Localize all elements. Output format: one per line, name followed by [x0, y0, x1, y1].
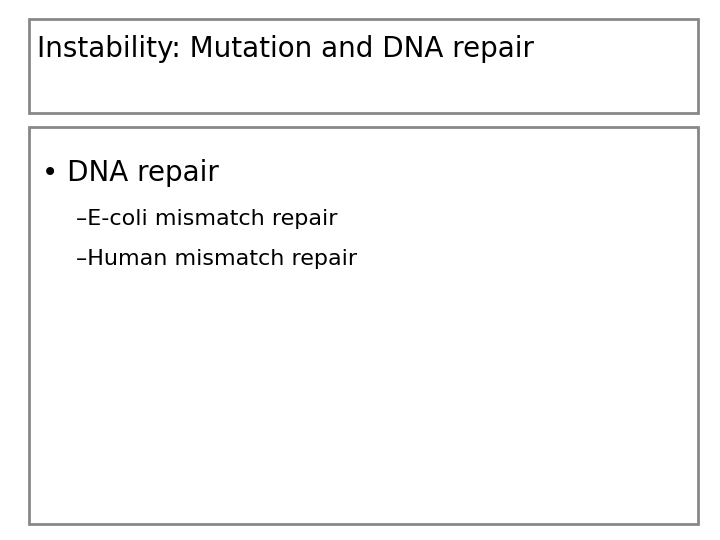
Text: –E-coli mismatch repair: –E-coli mismatch repair — [76, 208, 337, 229]
Text: Instability: Mutation and DNA repair: Instability: Mutation and DNA repair — [37, 35, 534, 63]
Text: • DNA repair: • DNA repair — [42, 159, 219, 187]
Bar — [29, 127, 698, 524]
Text: –Human mismatch repair: –Human mismatch repair — [76, 249, 356, 269]
Bar — [29, 19, 698, 113]
